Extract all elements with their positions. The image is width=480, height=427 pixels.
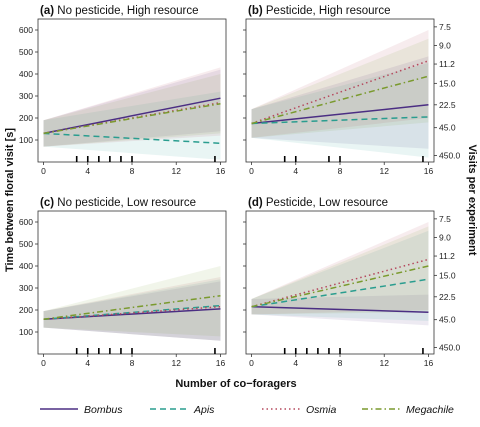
y-tick-label: 600 bbox=[19, 25, 33, 35]
legend-label: Megachile bbox=[406, 404, 454, 416]
y2-tick-label: 45.0 bbox=[439, 123, 456, 133]
panel-2: (c) No pesticide, Low resource 0 4 8 12 16 100… bbox=[19, 197, 226, 368]
x-tick-label: 12 bbox=[172, 166, 182, 176]
panel-1: (b) Pesticide, High resource 0 4 8 12 16 7.5 9.… bbox=[243, 5, 461, 176]
x-axis-title: Number of co−foragers bbox=[175, 378, 296, 390]
y-tick-label: 100 bbox=[19, 135, 33, 145]
y-axis-title: Time between floral visit [s] bbox=[4, 128, 16, 272]
x-tick-label: 16 bbox=[424, 166, 434, 176]
x-tick-label: 4 bbox=[293, 358, 298, 368]
panel-label: (b) bbox=[248, 5, 263, 17]
y2-tick-label: 15.0 bbox=[439, 270, 456, 280]
y2-tick-label: 11.2 bbox=[439, 251, 455, 261]
y2-tick-label: 450.0 bbox=[439, 343, 461, 353]
x-tick-label: 12 bbox=[172, 358, 182, 368]
x-tick-label: 0 bbox=[249, 358, 254, 368]
y2-tick-label: 7.5 bbox=[439, 214, 451, 224]
y2-tick-label: 45.0 bbox=[439, 315, 456, 325]
x-tick-label: 4 bbox=[85, 166, 90, 176]
panel-title: (a) No pesticide, High resource bbox=[40, 5, 199, 17]
y-tick-label: 200 bbox=[19, 113, 33, 123]
x-tick-label: 8 bbox=[130, 358, 135, 368]
y-tick-label: 600 bbox=[19, 217, 33, 227]
x-tick-label: 8 bbox=[130, 166, 135, 176]
legend-label: Bombus bbox=[84, 404, 123, 416]
panel-label: (a) bbox=[40, 5, 54, 17]
x-tick-label: 4 bbox=[85, 358, 90, 368]
legend-item-bombus: Bombus bbox=[40, 404, 123, 416]
panels: (a) No pesticide, High resource 0 4 8 12 16 10… bbox=[19, 5, 461, 368]
y2-tick-label: 9.0 bbox=[439, 40, 451, 50]
legend-item-megachile: Megachile bbox=[362, 404, 454, 416]
legend-label: Apis bbox=[193, 404, 215, 416]
y2-tick-label: 11.2 bbox=[439, 59, 455, 69]
x-tick-label: 16 bbox=[216, 358, 226, 368]
y2-tick-label: 7.5 bbox=[439, 22, 451, 32]
x-tick-label: 4 bbox=[293, 166, 298, 176]
panel-3: (d) Pesticide, Low resource 0 4 8 12 16 7.5 9.0… bbox=[243, 197, 461, 368]
panel-title: (d) Pesticide, Low resource bbox=[248, 197, 388, 209]
panel-title: (b) Pesticide, High resource bbox=[248, 5, 391, 17]
x-tick-label: 12 bbox=[380, 358, 390, 368]
y-tick-label: 300 bbox=[19, 91, 33, 101]
y-tick-label: 500 bbox=[19, 47, 33, 57]
y-tick-label: 400 bbox=[19, 261, 33, 271]
y2-tick-label: 22.5 bbox=[439, 100, 456, 110]
panel-title-text: Pesticide, High resource bbox=[263, 5, 391, 17]
panel-title: (c) No pesticide, Low resource bbox=[40, 197, 196, 209]
x-tick-label: 16 bbox=[424, 358, 434, 368]
legend-item-osmia: Osmia bbox=[262, 404, 336, 416]
x-tick-label: 0 bbox=[249, 166, 254, 176]
x-tick-label: 12 bbox=[380, 166, 390, 176]
x-tick-label: 0 bbox=[41, 166, 46, 176]
y-tick-label: 100 bbox=[19, 327, 33, 337]
legend-item-apis: Apis bbox=[150, 404, 215, 416]
x-tick-label: 8 bbox=[338, 358, 343, 368]
y-tick-label: 500 bbox=[19, 239, 33, 249]
y2-tick-label: 9.0 bbox=[439, 232, 451, 242]
panel-label: (c) bbox=[40, 197, 54, 209]
panel-0: (a) No pesticide, High resource 0 4 8 12 16 10… bbox=[19, 5, 226, 176]
y-tick-label: 400 bbox=[19, 69, 33, 79]
y2-axis-title: Visits per experiment bbox=[466, 144, 478, 255]
y-tick-label: 300 bbox=[19, 283, 33, 293]
panel-title-text: No pesticide, Low resource bbox=[54, 197, 196, 209]
x-tick-label: 8 bbox=[338, 166, 343, 176]
y2-tick-label: 450.0 bbox=[439, 151, 461, 161]
panel-title-text: No pesticide, High resource bbox=[54, 5, 198, 17]
x-tick-label: 0 bbox=[41, 358, 46, 368]
legend-label: Osmia bbox=[306, 404, 336, 416]
y2-tick-label: 15.0 bbox=[439, 78, 456, 88]
legend: Bombus Apis Osmia Megachile bbox=[40, 404, 454, 416]
panel-label: (d) bbox=[248, 197, 263, 209]
panel-title-text: Pesticide, Low resource bbox=[263, 197, 388, 209]
y2-tick-label: 22.5 bbox=[439, 292, 456, 302]
x-tick-label: 16 bbox=[216, 166, 226, 176]
y-tick-label: 200 bbox=[19, 305, 33, 315]
